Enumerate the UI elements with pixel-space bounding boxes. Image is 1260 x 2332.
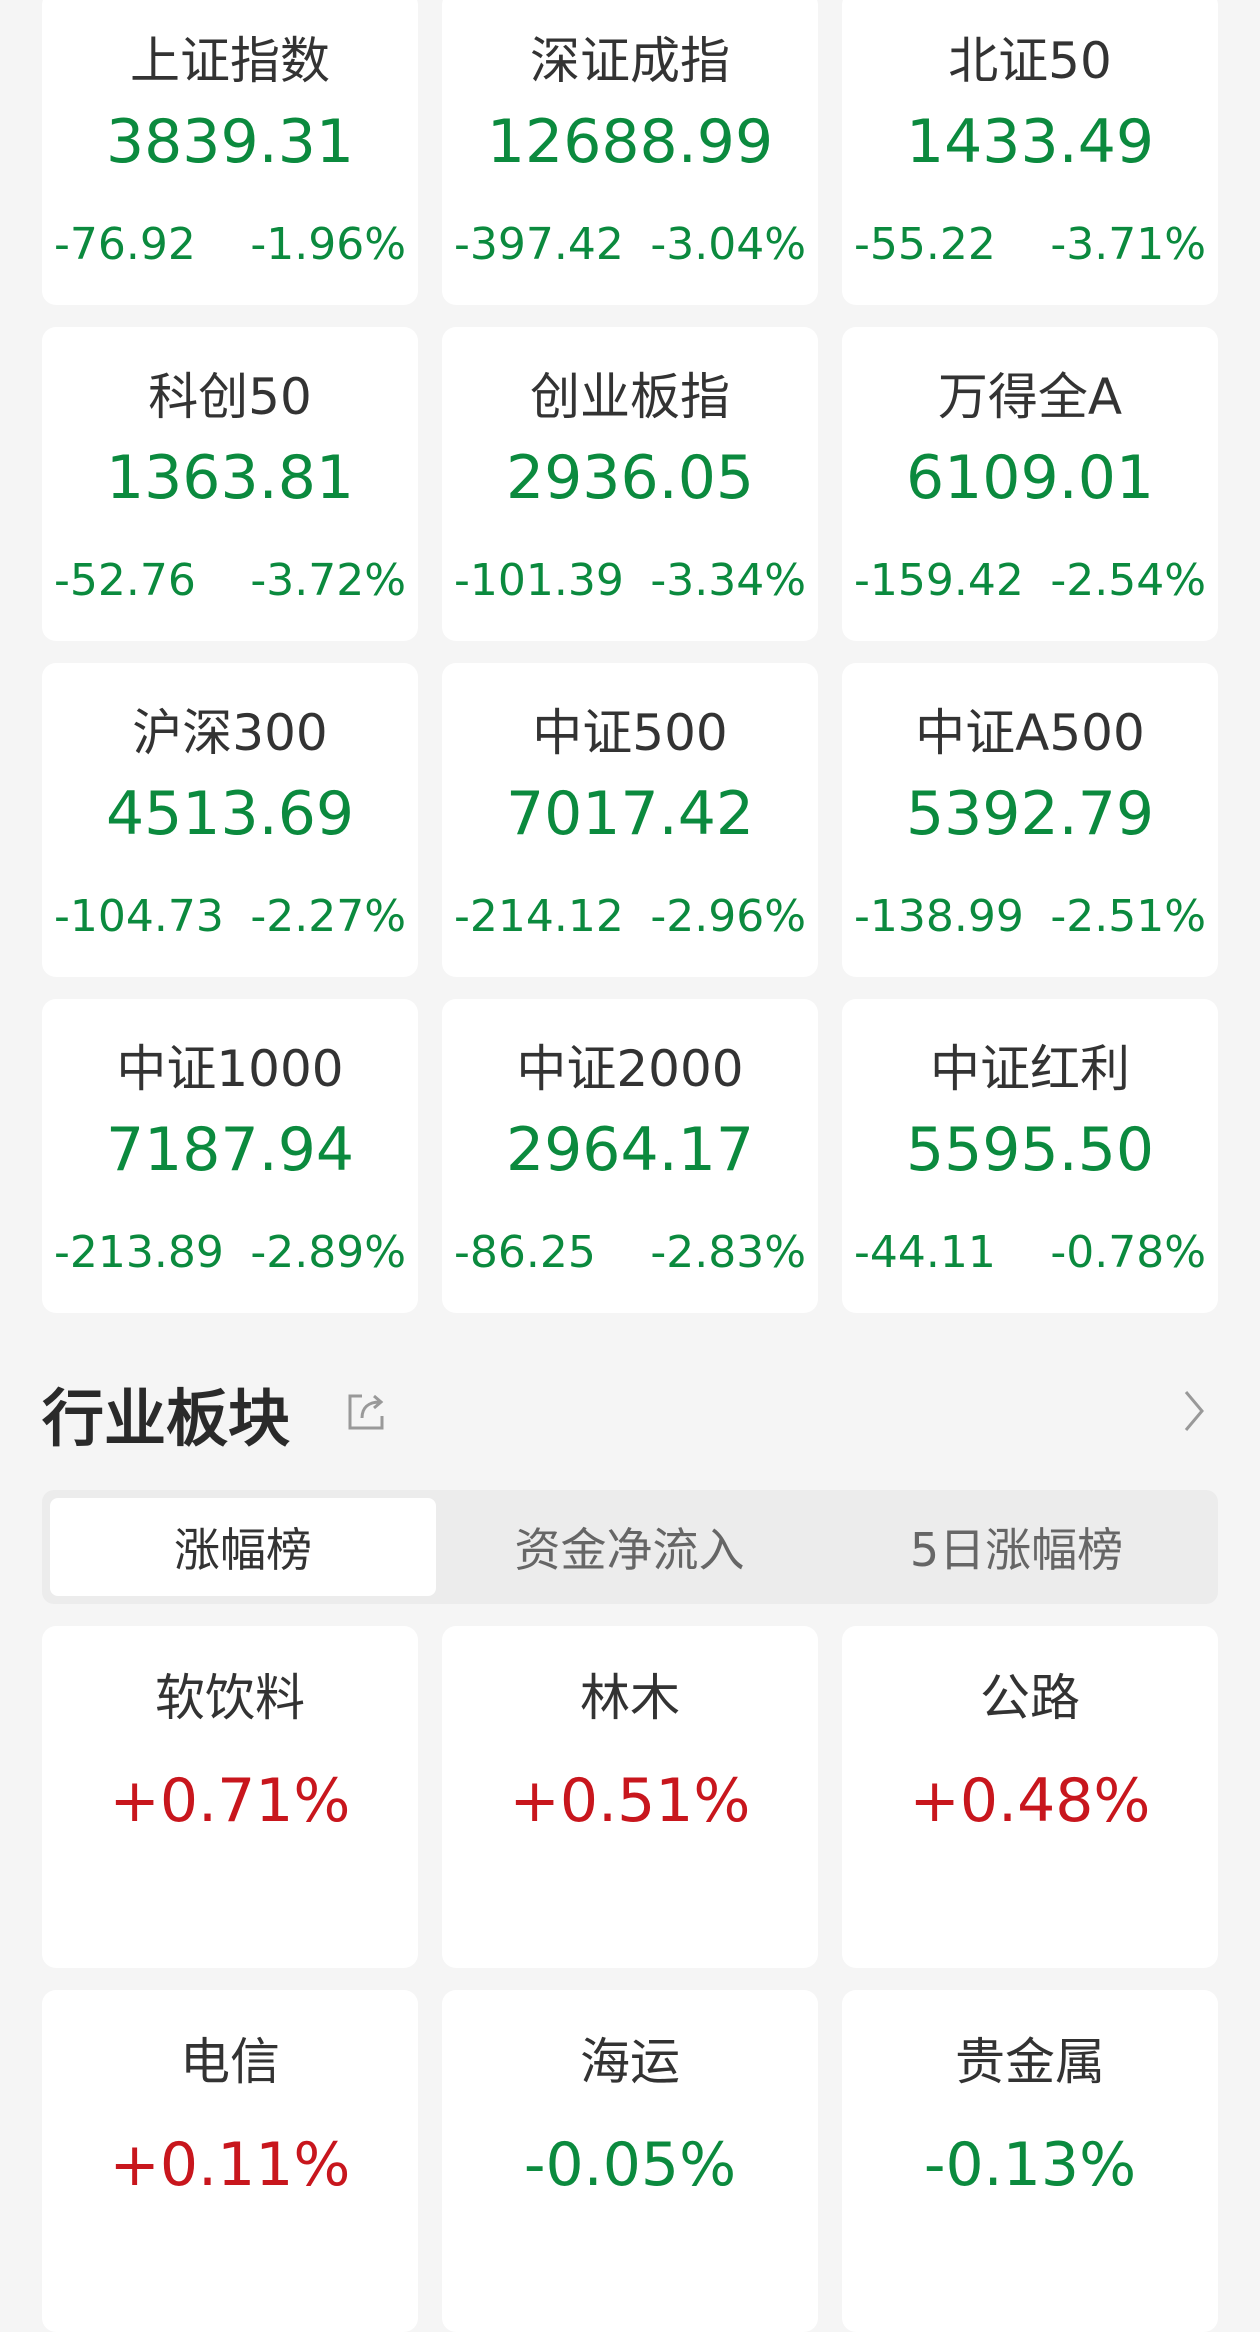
sector-name: 海运: [580, 2033, 680, 2091]
index-change-pct: -2.27%: [250, 891, 406, 942]
index-value: 12688.99: [486, 107, 774, 177]
index-change-pct: -0.78%: [1050, 1227, 1206, 1278]
index-name: 万得全A: [937, 368, 1123, 426]
index-card[interactable]: 中证红利 5595.50 -44.11 -0.78%: [842, 999, 1218, 1313]
index-card[interactable]: 深证成指 12688.99 -397.42 -3.04%: [442, 0, 818, 305]
sector-tabs: 涨幅榜 资金净流入 5日涨幅榜: [42, 1490, 1218, 1604]
sector-card[interactable]: 贵金属 -0.13%: [842, 1990, 1218, 2332]
index-value: 5392.79: [905, 779, 1155, 849]
index-change: -104.73: [54, 891, 224, 942]
index-change-pct: -2.83%: [650, 1227, 806, 1278]
index-change-pct: -2.89%: [250, 1227, 406, 1278]
index-change: -76.92: [54, 219, 196, 270]
tab-5day-gainers[interactable]: 5日涨幅榜: [909, 1523, 1124, 1577]
sector-card[interactable]: 林木 +0.51%: [442, 1626, 818, 1968]
sector-card[interactable]: 海运 -0.05%: [442, 1990, 818, 2332]
tab-net-inflow[interactable]: 资金净流入: [514, 1523, 745, 1577]
chevron-right-icon[interactable]: [1180, 1388, 1210, 1434]
tab-gainers[interactable]: 涨幅榜: [50, 1498, 436, 1596]
sector-change-pct: +0.48%: [909, 1766, 1151, 1836]
index-card[interactable]: 创业板指 2936.05 -101.39 -3.34%: [442, 327, 818, 641]
index-value: 3839.31: [105, 107, 355, 177]
index-change: -159.42: [854, 555, 1024, 606]
index-change: -101.39: [454, 555, 624, 606]
index-change-pct: -3.71%: [1050, 219, 1206, 270]
index-name: 创业板指: [530, 368, 730, 426]
sector-change-pct: +0.71%: [109, 1766, 351, 1836]
index-value: 7187.94: [105, 1115, 355, 1185]
index-card[interactable]: 万得全A 6109.01 -159.42 -2.54%: [842, 327, 1218, 641]
index-change: -52.76: [54, 555, 196, 606]
sector-change-pct: +0.51%: [509, 1766, 751, 1836]
index-value: 1363.81: [105, 443, 355, 513]
sector-name: 林木: [580, 1669, 680, 1727]
index-value: 7017.42: [505, 779, 755, 849]
index-change-pct: -2.51%: [1050, 891, 1206, 942]
sector-card[interactable]: 电信 +0.11%: [42, 1990, 418, 2332]
sector-name: 软饮料: [155, 1669, 305, 1727]
sector-name: 贵金属: [955, 2033, 1105, 2091]
sector-name: 电信: [180, 2033, 280, 2091]
index-value: 6109.01: [905, 443, 1155, 513]
sector-card[interactable]: 软饮料 +0.71%: [42, 1626, 418, 1968]
index-change-pct: -3.04%: [650, 219, 806, 270]
index-change: -214.12: [454, 891, 624, 942]
sector-change-pct: -0.13%: [923, 2130, 1137, 2200]
sector-name: 公路: [980, 1669, 1080, 1727]
index-name: 中证A500: [915, 704, 1145, 762]
index-name: 北证50: [948, 32, 1112, 90]
index-card[interactable]: 上证指数 3839.31 -76.92 -1.96%: [42, 0, 418, 305]
share-icon[interactable]: [346, 1390, 388, 1432]
index-value: 1433.49: [905, 107, 1155, 177]
sector-card[interactable]: 公路 +0.48%: [842, 1626, 1218, 1968]
section-title: 行业板块: [42, 1382, 291, 1455]
index-card[interactable]: 中证1000 7187.94 -213.89 -2.89%: [42, 999, 418, 1313]
index-change-pct: -3.72%: [250, 555, 406, 606]
index-change: -213.89: [54, 1227, 224, 1278]
sector-grid: 软饮料 +0.71% 林木 +0.51% 公路 +0.48% 电信 +0.11% 海运 …: [42, 1626, 1218, 2332]
index-name: 中证500: [532, 704, 728, 762]
index-name: 中证红利: [930, 1040, 1130, 1098]
index-change: -86.25: [454, 1227, 596, 1278]
index-card[interactable]: 科创50 1363.81 -52.76 -3.72%: [42, 327, 418, 641]
index-change: -55.22: [854, 219, 996, 270]
index-change: -44.11: [854, 1227, 996, 1278]
sector-change-pct: +0.11%: [109, 2130, 351, 2200]
index-card[interactable]: 沪深300 4513.69 -104.73 -2.27%: [42, 663, 418, 977]
index-value: 5595.50: [905, 1115, 1155, 1185]
index-card[interactable]: 北证50 1433.49 -55.22 -3.71%: [842, 0, 1218, 305]
index-name: 沪深300: [132, 704, 328, 762]
index-value: 2936.05: [505, 443, 755, 513]
index-name: 深证成指: [530, 32, 730, 90]
index-value: 4513.69: [105, 779, 355, 849]
index-name: 上证指数: [130, 32, 330, 90]
index-change: -397.42: [454, 219, 624, 270]
index-change-pct: -1.96%: [250, 219, 406, 270]
index-card[interactable]: 中证2000 2964.17 -86.25 -2.83%: [442, 999, 818, 1313]
index-change-pct: -2.96%: [650, 891, 806, 942]
index-name: 科创50: [148, 368, 312, 426]
index-name: 中证1000: [116, 1040, 344, 1098]
index-change-pct: -2.54%: [1050, 555, 1206, 606]
index-card[interactable]: 中证A500 5392.79 -138.99 -2.51%: [842, 663, 1218, 977]
index-card[interactable]: 中证500 7017.42 -214.12 -2.96%: [442, 663, 818, 977]
index-grid: 上证指数 3839.31 -76.92 -1.96% 深证成指 12688.99 -…: [42, 0, 1218, 1313]
index-change: -138.99: [854, 891, 1024, 942]
index-name: 中证2000: [516, 1040, 744, 1098]
index-change-pct: -3.34%: [650, 555, 806, 606]
sector-change-pct: -0.05%: [523, 2130, 737, 2200]
index-value: 2964.17: [505, 1115, 755, 1185]
